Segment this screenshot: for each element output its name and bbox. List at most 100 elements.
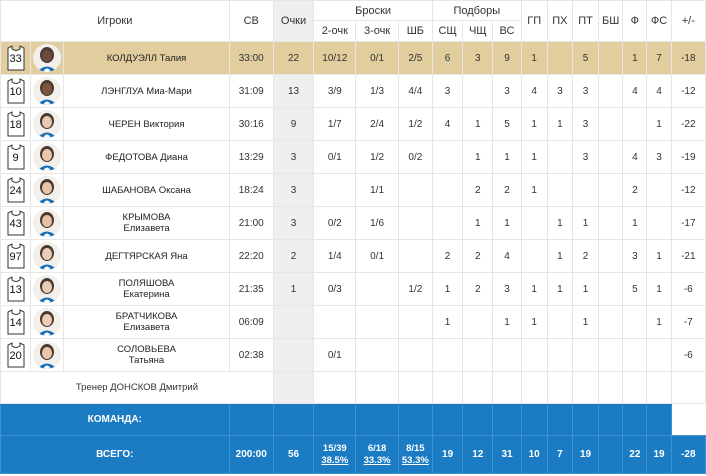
player-name-cell[interactable]: ЛЭНГЛУА Миа-Мари [63,74,230,108]
jersey-number: 18 [9,119,22,131]
player-avatar[interactable] [33,110,62,138]
stat-oreb: 1 [431,272,464,306]
player-row[interactable]: 20 СОЛОВЬЕВА Татьяна 02:38 0/1 -6 [0,338,706,372]
player-name-cell[interactable]: ФЕДОТОВА Диана [63,140,230,174]
plus-minus-header[interactable]: +/- [670,0,706,42]
player-name[interactable]: ЛЭНГЛУА Миа-Мари [101,85,192,97]
avatar-cell[interactable] [30,206,65,240]
stat-oreb: 6 [431,41,464,75]
player-row[interactable]: 13 ПОЛЯШОВА Екатерина 21:35 1 0/3 1/2 1 2 3 1 1 1 5 1-… [0,272,706,306]
two-pt-header[interactable]: 2-очк [313,20,357,42]
avatar-cell[interactable] [30,107,65,141]
player-name[interactable]: КОЛДУЭЛЛ Талия [106,52,187,64]
player-name-cell[interactable]: ШАБАНОВА Оксана [63,173,230,207]
jersey-number: 43 [9,218,22,230]
stat-three-pt: 1/2 [355,140,399,174]
player-name-cell[interactable]: ДЕГТЯРСКАЯ Яна [63,239,230,273]
stat-blk [598,239,624,273]
jersey-cell: 14 [0,305,32,339]
stat-dreb [462,74,494,108]
team-label: КОМАНДА: [0,403,230,436]
avatar-cell[interactable] [30,338,65,372]
player-name[interactable]: ЧЕРЕН Виктория [108,118,185,130]
avatar-cell[interactable] [30,41,65,75]
defensive-rebound-header[interactable]: ЧЩ [462,20,494,42]
fouls-drawn-header[interactable]: ФС [646,0,672,42]
three-pt-header[interactable]: 3-очк [355,20,399,42]
player-avatar[interactable] [33,176,62,204]
player-first-name[interactable]: Елизавета [123,223,170,234]
player-row[interactable]: 10 ЛЭНГЛУА Миа-Мари 31:09 13 3/9 1/3 4/4 3 3 4 3 3 4… [0,74,706,108]
stat-stl: 1 [546,239,573,273]
player-avatar[interactable] [33,77,62,105]
stat-two-pt [313,305,357,339]
time-header[interactable]: СВ [228,0,274,42]
avatar-cell[interactable] [30,74,65,108]
player-name[interactable]: ФЕДОТОВА Диана [105,151,188,163]
stat-three-pt [355,305,399,339]
stat-time: 22:20 [228,239,274,273]
player-avatar[interactable] [33,44,62,72]
stat-oreb [431,206,464,240]
blocks-header[interactable]: БШ [598,0,624,42]
points-header[interactable]: Очки [272,0,315,42]
player-name-cell[interactable]: БРАТЧИКОВА Елизавета [63,305,230,339]
player-name[interactable]: ПОЛЯШОВА [118,278,175,289]
stat-ast: 1 [520,173,548,207]
player-name[interactable]: ДЕГТЯРСКАЯ Яна [105,250,188,262]
free-throw-header[interactable]: ШБ [397,20,433,42]
player-avatar[interactable] [33,275,62,303]
player-name[interactable]: ШАБАНОВА Оксана [102,184,191,196]
offensive-rebound-header[interactable]: СЩ [431,20,464,42]
turnovers-header[interactable]: ПТ [571,0,600,42]
player-row[interactable]: 43 КРЫМОВА Елизавета 21:00 3 0/2 1/6 1 1 1 1 1 -17 [0,206,706,240]
player-avatar[interactable] [33,341,62,369]
stat-two-pt: 0/3 [313,272,357,306]
assists-header[interactable]: ГП [520,0,548,42]
player-row[interactable]: 33 КОЛДУЭЛЛ Талия 33:00 22 10/12 0/1 2/5 6 3 9 1 5 1… [0,41,706,75]
player-avatar[interactable] [33,209,62,237]
player-name[interactable]: БРАТЧИКОВА [115,311,178,322]
stat-three-pt: 2/4 [355,107,399,141]
players-header[interactable]: Игроки [0,0,230,42]
avatar-cell[interactable] [30,140,65,174]
jersey-number: 97 [9,251,22,263]
player-row[interactable]: 24 ШАБАНОВА Оксана 18:24 3 1/1 2 2 1 2 -12 [0,173,706,207]
stat-reb: 2 [492,173,522,207]
steals-header[interactable]: ПХ [546,0,573,42]
player-name[interactable]: СОЛОВЬЕВА [117,344,176,355]
total-tov: 19 [571,435,600,474]
player-name-cell[interactable]: ЧЕРЕН Виктория [63,107,230,141]
player-avatar[interactable] [33,143,62,171]
player-row[interactable]: 9 ФЕДОТОВА Диана 13:29 3 0/1 1/2 0/2 1 1 1 3 4 3 -19 [0,140,706,174]
stat-stl [546,338,573,372]
player-row[interactable]: 14 БРАТЧИКОВА Елизавета 06:09 1 1 1 1 1 -7 [0,305,706,339]
stat-time: 31:09 [228,74,274,108]
player-name-cell[interactable]: КРЫМОВА Елизавета [63,206,230,240]
player-name-cell[interactable]: СОЛОВЬЕВА Татьяна [63,338,230,372]
player-name[interactable]: КРЫМОВА [122,212,171,223]
player-first-name[interactable]: Елизавета [123,322,170,333]
avatar-cell[interactable] [30,305,65,339]
stat-three-pt: 1/3 [355,74,399,108]
avatar-cell[interactable] [30,173,65,207]
player-name-cell[interactable]: ПОЛЯШОВА Екатерина [63,272,230,306]
avatar-cell[interactable] [30,239,65,273]
jersey-icon: 10 [6,78,26,104]
player-name-cell[interactable]: КОЛДУЭЛЛ Талия [63,41,230,75]
jersey-number: 9 [12,152,19,164]
stat-dreb: 1 [462,107,494,141]
fouls-header[interactable]: Ф [622,0,648,42]
stat-stl [546,41,573,75]
player-row[interactable]: 18 ЧЕРЕН Виктория 30:16 9 1/7 2/4 1/2 4 1 5 1 1 3 1 -2… [0,107,706,141]
player-first-name[interactable]: Екатерина [123,289,170,300]
player-avatar[interactable] [33,242,62,270]
player-first-name[interactable]: Татьяна [128,355,165,366]
avatar-cell[interactable] [30,272,65,306]
player-avatar[interactable] [33,308,62,336]
stat-ast [520,239,548,273]
total-rebound-header[interactable]: ВС [492,20,522,42]
stat-reb: 1 [492,140,522,174]
player-row[interactable]: 97 ДЕГТЯРСКАЯ Яна 22:20 2 1/4 0/1 2 2 4 1 2 3 1 -21 [0,239,706,273]
stat-time: 21:35 [228,272,274,306]
